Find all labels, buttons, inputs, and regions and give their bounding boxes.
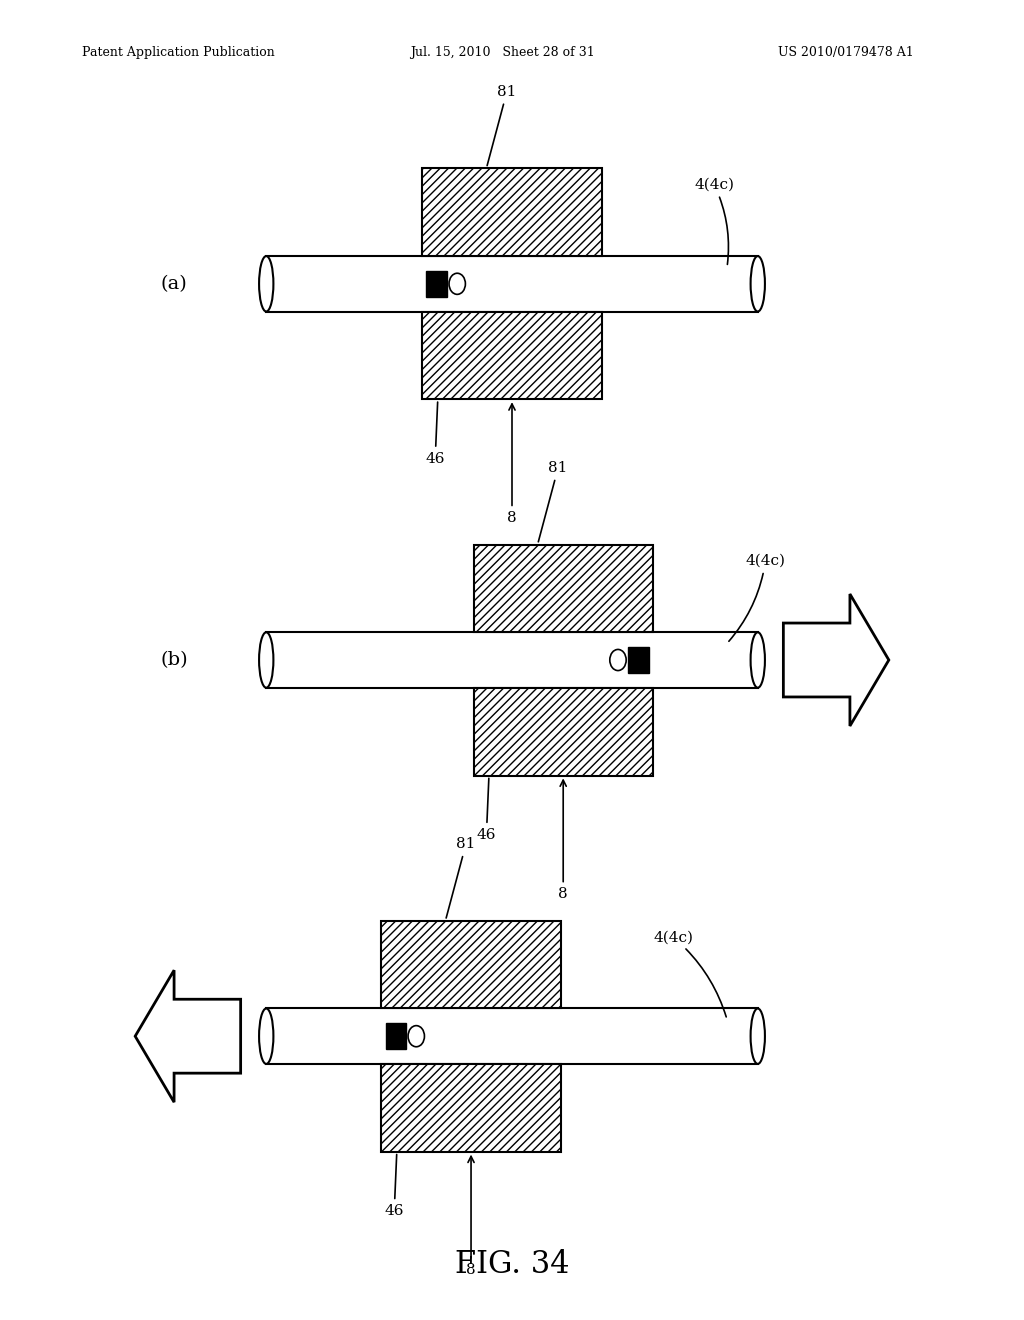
Text: 4(4c): 4(4c): [694, 178, 734, 264]
Polygon shape: [422, 168, 602, 256]
Circle shape: [609, 649, 627, 671]
Polygon shape: [473, 688, 653, 776]
Polygon shape: [135, 970, 241, 1102]
Polygon shape: [382, 921, 561, 1008]
Text: 8: 8: [466, 1156, 476, 1278]
Ellipse shape: [751, 1008, 765, 1064]
Ellipse shape: [259, 632, 273, 688]
Ellipse shape: [259, 1008, 273, 1064]
Polygon shape: [266, 632, 758, 688]
Ellipse shape: [751, 632, 765, 688]
Ellipse shape: [259, 256, 273, 312]
Polygon shape: [422, 312, 602, 399]
Polygon shape: [266, 256, 758, 312]
Polygon shape: [473, 544, 653, 632]
Ellipse shape: [751, 256, 765, 312]
Polygon shape: [266, 1008, 758, 1064]
Polygon shape: [783, 594, 889, 726]
Text: 81: 81: [539, 461, 567, 541]
Text: (c): (c): [161, 1027, 187, 1045]
Text: 81: 81: [487, 84, 516, 165]
Text: 4(4c): 4(4c): [653, 931, 726, 1016]
Text: 4(4c): 4(4c): [729, 554, 785, 642]
Circle shape: [409, 1026, 425, 1047]
Text: 81: 81: [446, 837, 475, 917]
Bar: [386, 1023, 407, 1049]
Text: 46: 46: [476, 779, 497, 842]
Text: Patent Application Publication: Patent Application Publication: [82, 46, 274, 59]
Text: FIG. 34: FIG. 34: [455, 1249, 569, 1280]
Circle shape: [449, 273, 465, 294]
Text: 8: 8: [558, 780, 568, 902]
Bar: [629, 647, 649, 673]
Text: US 2010/0179478 A1: US 2010/0179478 A1: [778, 46, 914, 59]
Text: 8: 8: [507, 404, 517, 525]
Polygon shape: [382, 1064, 561, 1151]
Text: (a): (a): [161, 275, 187, 293]
Text: Jul. 15, 2010   Sheet 28 of 31: Jul. 15, 2010 Sheet 28 of 31: [410, 46, 594, 59]
Text: (b): (b): [161, 651, 187, 669]
Text: 46: 46: [384, 1155, 404, 1218]
Text: 46: 46: [425, 403, 445, 466]
Bar: [426, 271, 446, 297]
